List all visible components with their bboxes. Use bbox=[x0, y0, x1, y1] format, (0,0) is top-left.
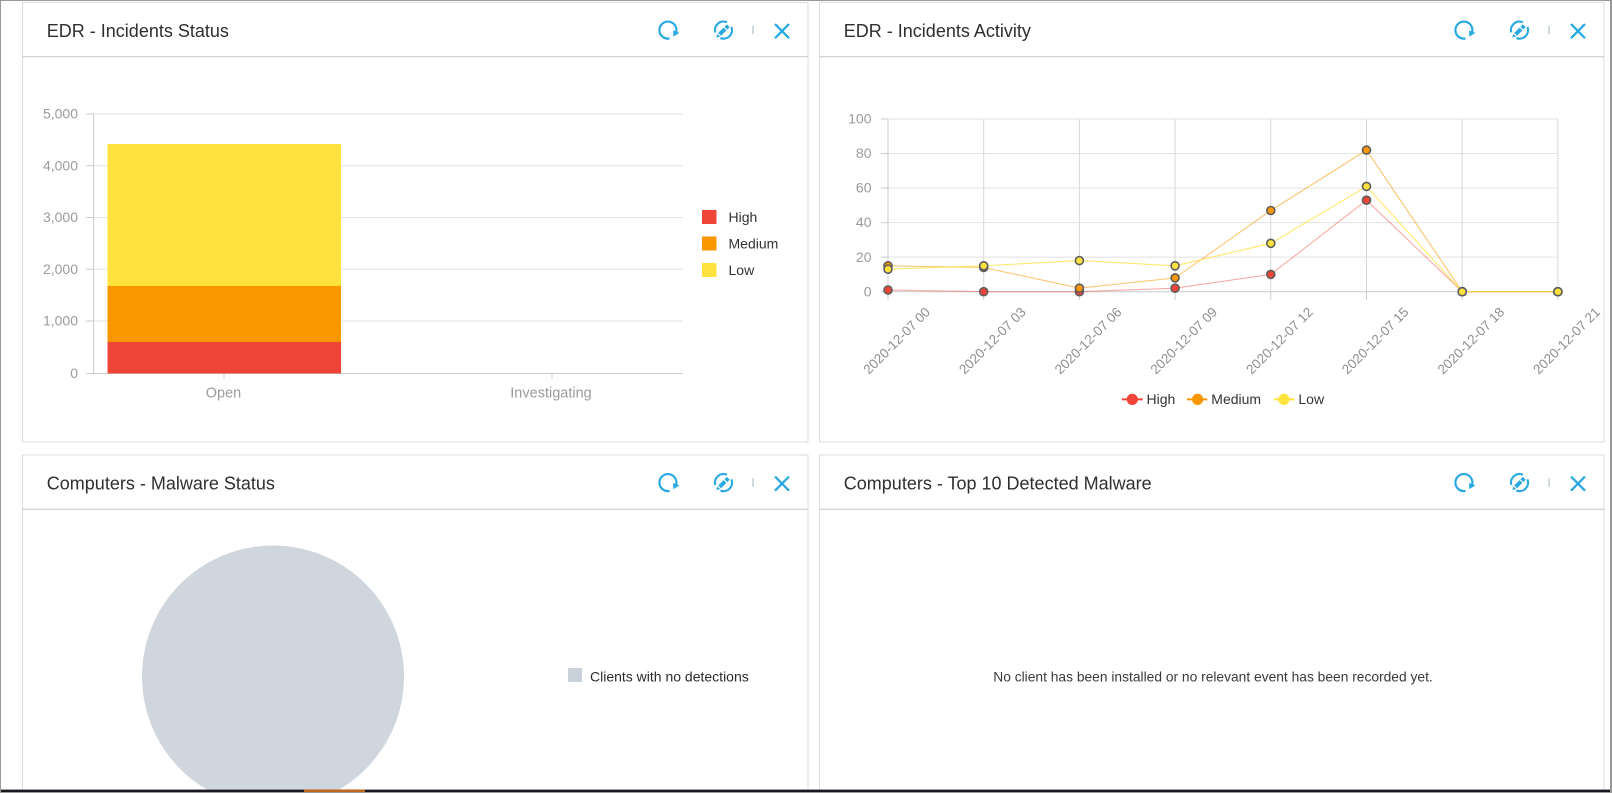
svg-text:Clients with no detections: Clients with no detections bbox=[590, 669, 749, 685]
svg-text:5,000: 5,000 bbox=[43, 106, 78, 122]
svg-text:Low: Low bbox=[1298, 391, 1325, 407]
svg-text:No client has been installed o: No client has been installed or no relev… bbox=[993, 670, 1432, 685]
svg-text:Open: Open bbox=[206, 386, 241, 402]
svg-text:High: High bbox=[729, 209, 758, 225]
svg-text:Medium: Medium bbox=[729, 236, 779, 252]
svg-text:2,000: 2,000 bbox=[43, 261, 78, 277]
svg-text:80: 80 bbox=[856, 145, 872, 161]
svg-text:Investigating: Investigating bbox=[510, 386, 591, 402]
svg-text:0: 0 bbox=[864, 283, 872, 299]
svg-text:20: 20 bbox=[856, 249, 872, 265]
svg-text:High: High bbox=[1147, 391, 1176, 407]
svg-text:Low: Low bbox=[729, 262, 756, 278]
svg-text:3,000: 3,000 bbox=[43, 209, 78, 225]
svg-text:60: 60 bbox=[856, 180, 872, 196]
svg-text:100: 100 bbox=[848, 111, 872, 127]
svg-text:Computers - Malware Status: Computers - Malware Status bbox=[47, 474, 275, 494]
svg-text:40: 40 bbox=[856, 214, 872, 230]
svg-text:0: 0 bbox=[70, 365, 78, 381]
svg-text:EDR - Incidents Activity: EDR - Incidents Activity bbox=[844, 21, 1031, 41]
svg-text:Computers - Top 10 Detected Ma: Computers - Top 10 Detected Malware bbox=[844, 474, 1152, 494]
svg-text:1,000: 1,000 bbox=[43, 313, 78, 329]
svg-text:Medium: Medium bbox=[1211, 391, 1261, 407]
svg-text:EDR - Incidents Status: EDR - Incidents Status bbox=[47, 21, 229, 41]
svg-text:4,000: 4,000 bbox=[43, 157, 78, 173]
